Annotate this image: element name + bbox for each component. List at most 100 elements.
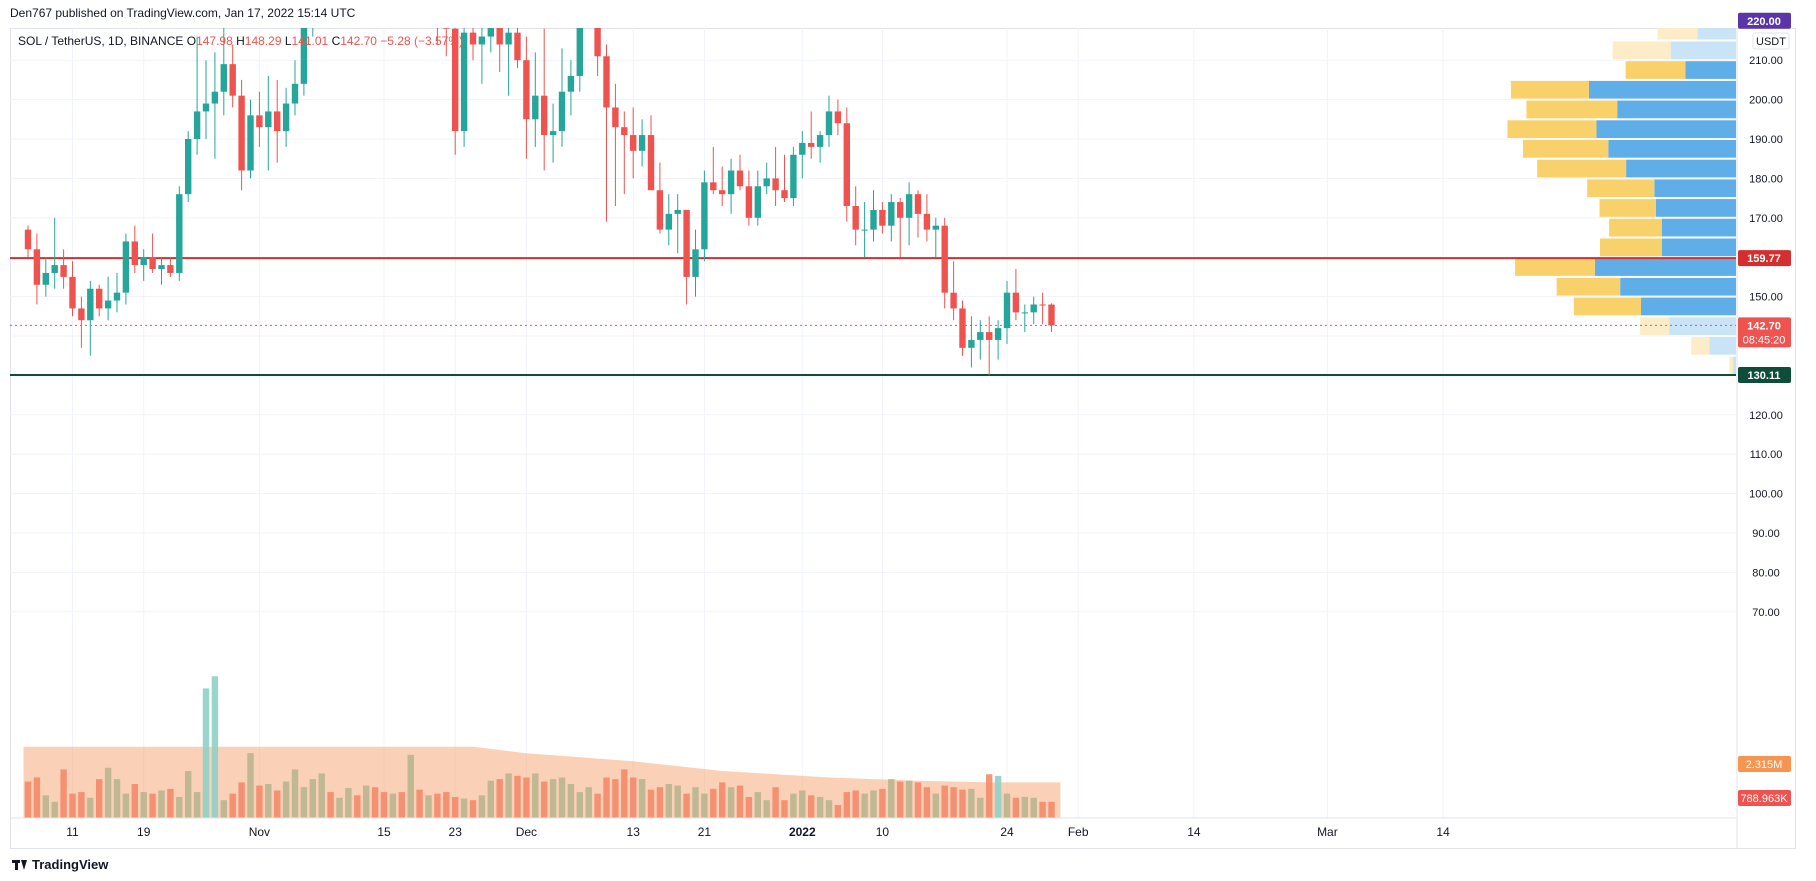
candle[interactable] <box>754 170 761 226</box>
candle[interactable] <box>291 60 299 116</box>
candle[interactable] <box>87 280 94 356</box>
candle[interactable] <box>176 186 183 281</box>
candle[interactable] <box>167 257 174 277</box>
candle[interactable] <box>220 21 227 116</box>
candle[interactable] <box>603 44 610 222</box>
footer-brand[interactable]: TradingView <box>12 857 108 872</box>
candle[interactable] <box>1030 296 1037 325</box>
candle[interactable] <box>959 300 966 356</box>
candle[interactable] <box>888 194 895 242</box>
candle[interactable] <box>1003 280 1011 344</box>
candle[interactable] <box>514 9 521 69</box>
candle[interactable] <box>541 28 548 171</box>
candle[interactable] <box>310 0 316 37</box>
candle[interactable] <box>1048 303 1055 333</box>
candle[interactable] <box>656 162 664 234</box>
candle[interactable] <box>692 229 699 297</box>
candle[interactable] <box>238 79 245 191</box>
candle[interactable] <box>594 0 601 76</box>
candle[interactable] <box>282 87 290 147</box>
candle[interactable] <box>647 115 655 191</box>
candle[interactable] <box>950 261 957 321</box>
candle[interactable] <box>914 190 922 238</box>
candle[interactable] <box>852 186 859 246</box>
candle[interactable] <box>532 52 539 147</box>
symbol-legend[interactable]: SOL / TetherUS, 1D, BINANCE O147.98 H148… <box>18 34 463 48</box>
candle[interactable] <box>247 99 254 179</box>
candle[interactable] <box>932 217 939 258</box>
candle[interactable] <box>790 146 797 206</box>
candle[interactable] <box>78 296 85 348</box>
candle[interactable] <box>140 249 147 281</box>
candle[interactable] <box>986 316 993 376</box>
candle[interactable] <box>60 249 67 289</box>
candle[interactable] <box>905 182 913 246</box>
candle[interactable] <box>710 146 717 195</box>
plot-area[interactable] <box>10 0 1736 818</box>
candle[interactable] <box>443 1 450 57</box>
candle[interactable] <box>897 198 904 258</box>
candle[interactable] <box>185 131 192 203</box>
candle[interactable] <box>683 209 690 305</box>
candle[interactable] <box>825 95 833 147</box>
candle[interactable] <box>96 284 103 317</box>
candle[interactable] <box>843 107 850 222</box>
candle[interactable] <box>202 60 210 139</box>
candle[interactable] <box>638 119 646 167</box>
candle[interactable] <box>861 202 868 258</box>
candle[interactable] <box>496 0 503 73</box>
candle[interactable] <box>434 0 440 45</box>
candle[interactable] <box>621 111 628 195</box>
candle[interactable] <box>229 44 236 108</box>
candle[interactable] <box>24 225 32 258</box>
candle[interactable] <box>727 158 735 214</box>
candle[interactable] <box>274 79 281 163</box>
candle[interactable] <box>994 320 1002 360</box>
candle[interactable] <box>122 233 130 305</box>
candle[interactable] <box>816 131 824 163</box>
candle[interactable] <box>487 0 494 53</box>
candle[interactable] <box>42 257 49 297</box>
candle[interactable] <box>567 60 575 116</box>
candle[interactable] <box>549 103 557 163</box>
candle[interactable] <box>630 107 637 179</box>
candle[interactable] <box>745 170 753 226</box>
candle[interactable] <box>211 52 219 159</box>
candle[interactable] <box>158 257 165 285</box>
candle[interactable] <box>1012 269 1020 321</box>
candle[interactable] <box>586 0 592 13</box>
currency-badge[interactable]: USDT <box>1752 32 1790 50</box>
candle[interactable] <box>558 48 566 147</box>
candle[interactable] <box>665 194 672 246</box>
candle[interactable] <box>131 225 138 273</box>
candle[interactable] <box>149 233 156 273</box>
candle[interactable] <box>701 170 708 262</box>
candle[interactable] <box>781 154 788 203</box>
candle[interactable] <box>452 9 459 155</box>
candle[interactable] <box>193 36 201 155</box>
candle[interactable] <box>674 194 681 254</box>
candle[interactable] <box>256 91 263 147</box>
candle[interactable] <box>69 261 76 317</box>
candle[interactable] <box>808 111 815 159</box>
candle[interactable] <box>478 21 486 84</box>
candle[interactable] <box>870 190 877 242</box>
candle[interactable] <box>33 233 41 305</box>
candle[interactable] <box>977 320 984 360</box>
candle[interactable] <box>736 154 744 191</box>
candle[interactable] <box>113 272 121 313</box>
candle[interactable] <box>834 99 842 136</box>
candle[interactable] <box>923 194 931 242</box>
candle[interactable] <box>51 217 58 289</box>
candle[interactable] <box>799 131 806 179</box>
candle[interactable] <box>1021 304 1028 333</box>
candle[interactable] <box>719 166 726 206</box>
candle[interactable] <box>941 217 948 309</box>
candle[interactable] <box>523 36 530 159</box>
candle[interactable] <box>576 0 583 92</box>
candle[interactable] <box>505 25 512 96</box>
candle[interactable] <box>300 1 308 96</box>
candle[interactable] <box>612 83 619 206</box>
candle[interactable] <box>763 162 770 195</box>
